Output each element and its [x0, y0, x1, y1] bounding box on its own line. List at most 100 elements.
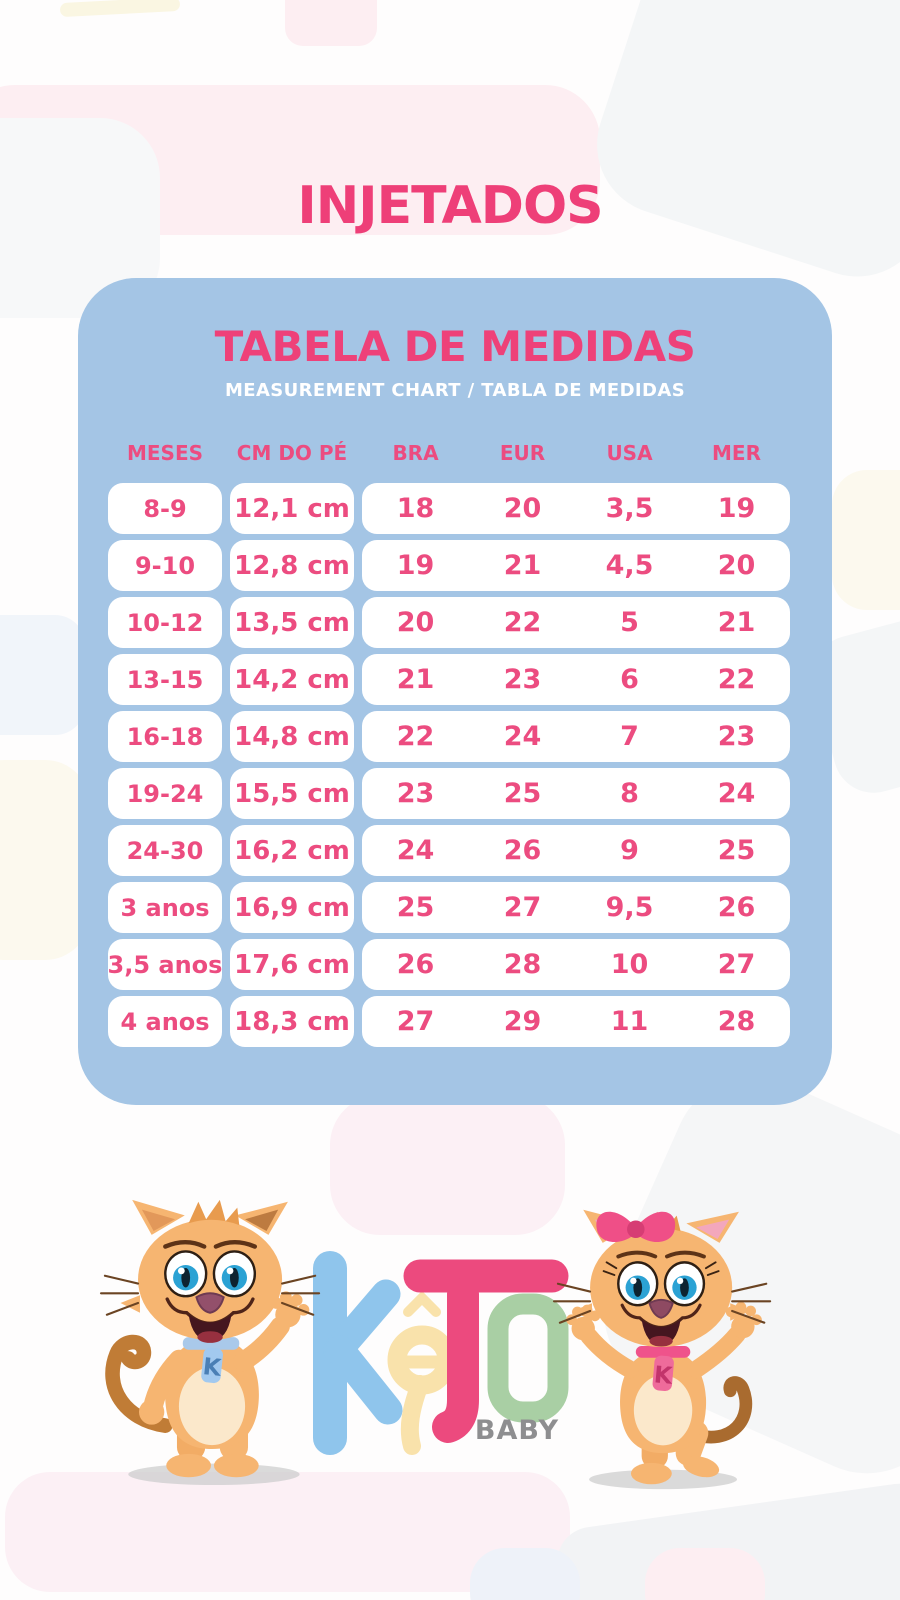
cell-meses-value: 3 anos	[120, 893, 210, 922]
table-row: 9-10 12,8 cm 19 21 4,5 20	[78, 540, 832, 591]
cell-cm-value: 18,3 cm	[234, 1006, 350, 1037]
cell-meses-value: 13-15	[126, 665, 204, 694]
cell-eur-value: 29	[503, 1006, 542, 1037]
cell-meses: 9-10	[108, 540, 222, 591]
cell-mer-value: 28	[717, 1006, 756, 1037]
brand-logo: BABY	[300, 1250, 575, 1455]
cat-whiskers	[99, 1274, 321, 1316]
table-body: 8-9 12,1 cm 18 20 3,5 19 9-10 12,8 cm 19…	[78, 483, 832, 1053]
cell-bra-value: 24	[396, 835, 435, 866]
column-header-mer: MER	[712, 441, 761, 465]
cat-belly	[178, 1367, 246, 1446]
cell-meses: 10-12	[108, 597, 222, 648]
table-row: 3,5 anos 17,6 cm 26 28 10 27	[78, 939, 832, 990]
cell-sizes: 20 22 5 21	[362, 597, 790, 648]
cell-bra-value: 21	[396, 664, 435, 695]
cell-cm-value: 17,6 cm	[234, 949, 350, 980]
cell-sizes: 24 26 9 25	[362, 825, 790, 876]
column-header-sizes: BRA EUR USA MER	[362, 436, 790, 470]
cell-eur-value: 23	[503, 664, 542, 695]
cat-tail	[685, 1376, 753, 1444]
bg-shape	[330, 1095, 565, 1235]
cell-mer-value: 22	[717, 664, 756, 695]
cell-cm: 16,9 cm	[230, 882, 354, 933]
cell-mer-value: 20	[717, 550, 756, 581]
column-header-cm: CM DO PÉ	[236, 441, 348, 465]
size-chart-card: TABELA DE MEDIDAS MEASUREMENT CHART / TA…	[78, 278, 832, 1105]
cell-usa-value: 11	[610, 1006, 649, 1037]
cell-usa-value: 5	[620, 607, 639, 638]
cat-hair-tuft	[188, 1199, 240, 1226]
cell-cm: 15,5 cm	[230, 768, 354, 819]
cell-meses: 24-30	[108, 825, 222, 876]
cell-usa-value: 3,5	[605, 493, 654, 524]
cell-sizes: 23 25 8 24	[362, 768, 790, 819]
cell-mer-value: 23	[717, 721, 756, 752]
cell-cm: 14,8 cm	[230, 711, 354, 762]
cell-meses-value: 16-18	[126, 722, 204, 751]
cell-cm-value: 14,2 cm	[234, 664, 350, 695]
cell-sizes: 19 21 4,5 20	[362, 540, 790, 591]
cell-meses: 3,5 anos	[108, 939, 222, 990]
cell-meses-value: 3,5 anos	[107, 950, 223, 979]
cell-sizes: 25 27 9,5 26	[362, 882, 790, 933]
cell-meses: 16-18	[108, 711, 222, 762]
cell-cm-value: 13,5 cm	[234, 607, 350, 638]
column-header-bra: BRA	[392, 441, 439, 465]
cell-cm: 12,1 cm	[230, 483, 354, 534]
table-row: 8-9 12,1 cm 18 20 3,5 19	[78, 483, 832, 534]
cell-cm-value: 16,9 cm	[234, 892, 350, 923]
table-row: 19-24 15,5 cm 23 25 8 24	[78, 768, 832, 819]
svg-text:K: K	[201, 1352, 223, 1382]
cat-nose	[648, 1298, 674, 1319]
cell-eur-value: 21	[503, 550, 542, 581]
boy-cat-waving-icon: K	[99, 1199, 321, 1486]
column-header-usa: USA	[606, 441, 653, 465]
cell-bra-value: 26	[396, 949, 435, 980]
cell-bra-value: 22	[396, 721, 435, 752]
cell-mer-value: 25	[717, 835, 756, 866]
cell-usa-value: 10	[610, 949, 649, 980]
cat-collar: K	[182, 1337, 240, 1384]
card-subtitle: MEASUREMENT CHART / TABLA DE MEDIDAS	[224, 380, 686, 401]
column-header-meses: MESES	[126, 441, 204, 465]
cell-sizes: 22 24 7 23	[362, 711, 790, 762]
cell-sizes: 26 28 10 27	[362, 939, 790, 990]
bg-shape	[0, 615, 85, 735]
cell-bra-value: 27	[396, 1006, 435, 1037]
page-title: INJETADOS	[297, 176, 603, 236]
cell-cm-value: 12,1 cm	[234, 493, 350, 524]
cell-eur-value: 28	[503, 949, 542, 980]
cell-bra-value: 19	[396, 550, 435, 581]
table-row: 10-12 13,5 cm 20 22 5 21	[78, 597, 832, 648]
cat-tail	[105, 1334, 173, 1433]
cell-cm: 12,8 cm	[230, 540, 354, 591]
cell-meses-value: 4 anos	[120, 1007, 210, 1036]
bg-shape	[470, 1548, 580, 1600]
cell-eur-value: 22	[503, 607, 542, 638]
cell-eur-value: 26	[503, 835, 542, 866]
cell-meses: 19-24	[108, 768, 222, 819]
svg-text:K: K	[653, 1360, 674, 1390]
cat-head	[99, 1199, 321, 1343]
logo-baby-text: BABY	[475, 1415, 559, 1446]
cell-cm-value: 15,5 cm	[234, 778, 350, 809]
cat-collar: K	[635, 1346, 691, 1392]
cell-usa-value: 6	[620, 664, 639, 695]
table-header-row: MESES CM DO PÉ BRA EUR USA MER	[78, 436, 832, 470]
bg-shape	[645, 1548, 765, 1600]
cat-eyes	[164, 1250, 257, 1298]
table-row: 16-18 14,8 cm 22 24 7 23	[78, 711, 832, 762]
card-title: TABELA DE MEDIDAS	[214, 322, 696, 371]
cat-arm-left	[139, 1349, 189, 1425]
cat-belly	[633, 1375, 693, 1446]
cell-cm: 13,5 cm	[230, 597, 354, 648]
cell-bra-value: 25	[396, 892, 435, 923]
bg-shape	[285, 0, 377, 46]
logo-letter-k	[313, 1251, 403, 1455]
cell-sizes: 21 23 6 22	[362, 654, 790, 705]
table-row: 24-30 16,2 cm 24 26 9 25	[78, 825, 832, 876]
cell-meses-value: 24-30	[126, 836, 204, 865]
girl-cat-dancing-icon: K	[552, 1209, 772, 1490]
